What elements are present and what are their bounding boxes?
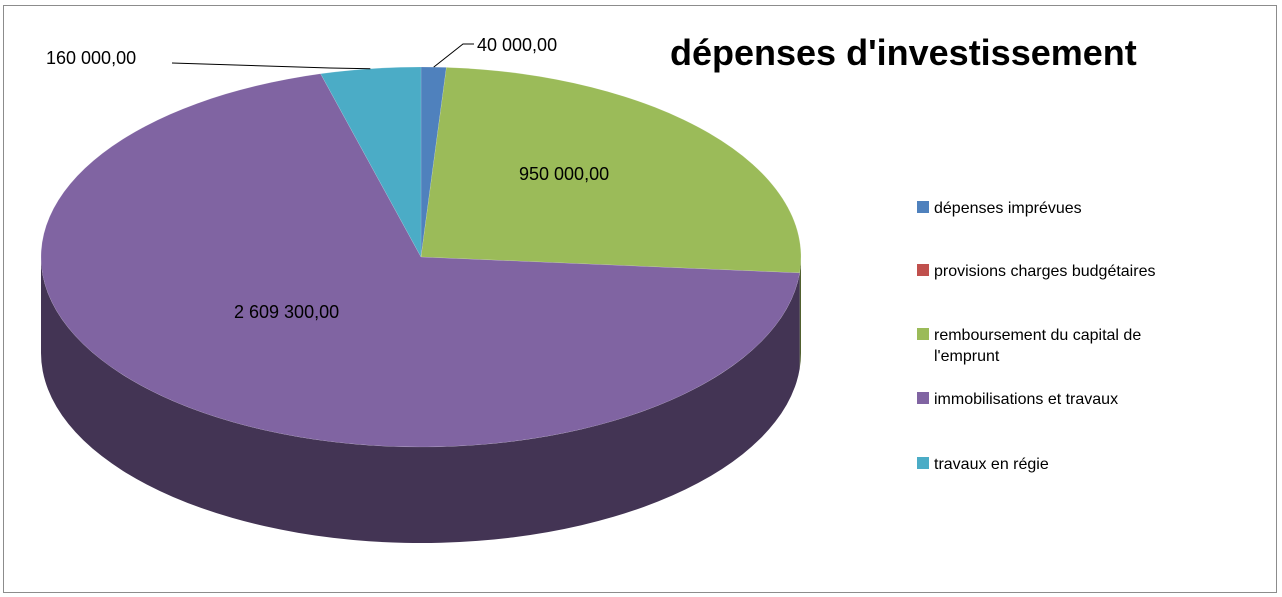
leader-line-depenses-imprevues [433, 43, 474, 68]
data-label-immobilisations: 2 609 300,00 [234, 302, 339, 322]
legend-label: travaux en régie [934, 456, 1049, 473]
legend-swatch-travaux-regie [917, 457, 929, 469]
legend-item-depenses-imprevues: dépenses imprévues [917, 200, 1082, 217]
legend-label: immobilisations et travaux [934, 391, 1118, 408]
pie-slice-side-immobilisations [40, 257, 800, 543]
legend-label: remboursement du capital de [934, 327, 1141, 344]
pie-slice-remboursement [420, 67, 802, 274]
legend-swatch-provisions [917, 264, 929, 276]
legend-item-immobilisations: immobilisations et travaux [917, 391, 1118, 408]
leader-lines [171, 43, 474, 70]
legend-label: dépenses imprévues [934, 200, 1082, 217]
data-label-remboursement: 950 000,00 [519, 164, 609, 184]
pie-slice-travaux-regie [320, 66, 422, 258]
data-label-travaux-regie: 160 000,00 [46, 48, 136, 68]
pie-slice-side-remboursement [799, 257, 801, 369]
legend-swatch-immobilisations [917, 392, 929, 404]
legend-item-provisions: provisions charges budgétaires [917, 263, 1155, 280]
legend-swatch-depenses-imprevues [917, 201, 929, 213]
legend-label-continued: l'emprunt [934, 348, 1000, 365]
chart-title: dépenses d'investissement [670, 32, 1137, 73]
legend: dépenses imprévues provisions charges bu… [917, 200, 1155, 473]
legend-swatch-remboursement [917, 328, 929, 340]
legend-label: provisions charges budgétaires [934, 263, 1155, 280]
data-label-depenses-imprevues: 40 000,00 [477, 35, 557, 55]
pie-side-layer [40, 257, 801, 543]
pie-slice-immobilisations [40, 73, 800, 448]
leader-line-travaux-regie [171, 62, 371, 70]
legend-item-remboursement: remboursement du capital de l'emprunt [917, 327, 1141, 365]
legend-item-travaux-regie: travaux en régie [917, 456, 1049, 473]
pie-top-layer [40, 66, 802, 448]
